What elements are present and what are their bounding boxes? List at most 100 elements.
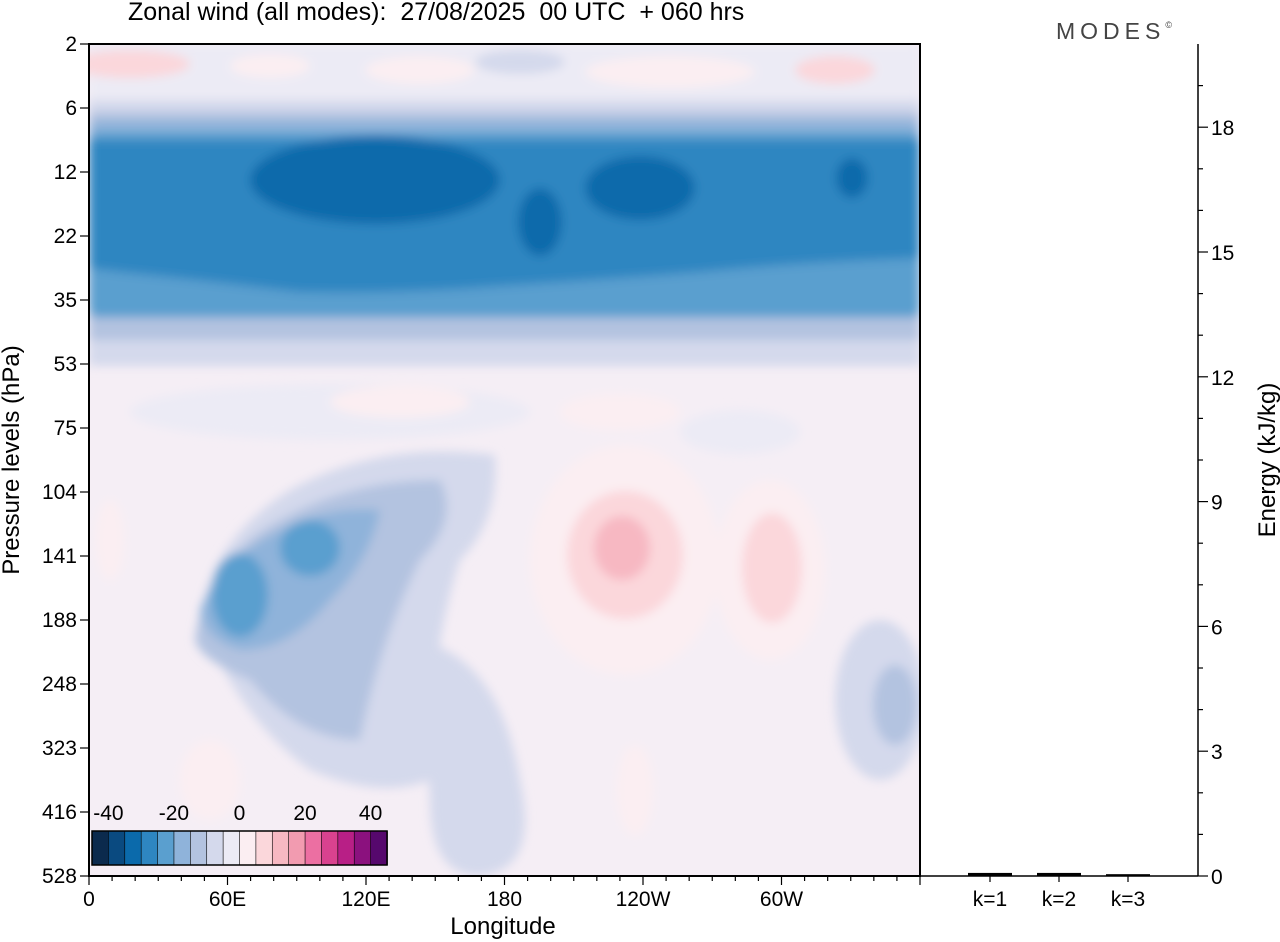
energy-tick-label: 15 xyxy=(1211,242,1234,265)
easterly-core-1 xyxy=(250,136,500,224)
mid-westerly-patch-2 xyxy=(560,394,680,430)
y-tick-label: 22 xyxy=(54,225,77,248)
logo-text: MODES xyxy=(1056,18,1166,44)
colorbar-tick-label: 20 xyxy=(293,802,316,825)
y-tick-label: 12 xyxy=(54,161,77,184)
energy-bar xyxy=(1037,872,1081,876)
trop-easterly-core-1 xyxy=(212,553,268,637)
mid-neutral-band xyxy=(130,384,530,440)
upper-westerly-patch-4 xyxy=(585,56,755,88)
y-tick-label: 248 xyxy=(42,673,77,696)
colorbar-swatch xyxy=(108,830,126,866)
pressure-axis: 2 6 12 22 35 53 75 104 141 188 248 323 416 528 xyxy=(42,33,89,888)
colorbar-swatch xyxy=(239,830,257,866)
colorbar-swatch xyxy=(190,830,208,866)
x-tick-label: 0 xyxy=(83,888,95,911)
x-tick-label: 60W xyxy=(760,888,803,911)
trop-easterly-east-core xyxy=(873,665,917,745)
energy-bar xyxy=(968,872,1012,876)
colorbar-swatch xyxy=(321,830,339,866)
easterly-core-5 xyxy=(100,155,160,195)
x-axis-title: Longitude xyxy=(450,913,555,940)
colorbar-swatch xyxy=(206,830,224,866)
trop-easterly-tail xyxy=(420,640,525,876)
easterly-core-4 xyxy=(836,158,868,198)
y-tick-label: 188 xyxy=(42,609,77,632)
y-tick-label: 323 xyxy=(42,737,77,760)
energy-bar xyxy=(1106,874,1150,876)
logo-mark: © xyxy=(1165,20,1172,30)
y-tick-label: 75 xyxy=(54,417,77,440)
trop-westerly-core xyxy=(594,516,650,580)
y-axis-title: Pressure levels (hPa) xyxy=(0,345,25,574)
x-tick-label: 180 xyxy=(487,888,522,911)
trop-westerly-secondary-core xyxy=(742,513,802,623)
colorbar-swatch xyxy=(353,830,372,866)
energy-tick-label: 18 xyxy=(1211,117,1234,140)
x-tick-label: 120E xyxy=(341,888,390,911)
longitude-axis: 0 60E 120E 180 120W 60W xyxy=(83,876,921,911)
colorbar-swatch xyxy=(140,830,159,866)
mode-label: k=3 xyxy=(1111,888,1145,911)
y-tick-label: 35 xyxy=(54,289,77,312)
y-tick-label: 528 xyxy=(42,865,77,888)
colorbar-swatch xyxy=(173,830,192,866)
y-tick-label: 2 xyxy=(65,33,77,56)
colorbar-swatch xyxy=(124,830,142,866)
energy-tick-label: 0 xyxy=(1211,866,1223,889)
colorbar-swatch xyxy=(255,830,274,866)
colorbar-swatch xyxy=(337,830,356,866)
upper-westerly-patch-1 xyxy=(89,50,190,78)
mode-label: k=1 xyxy=(973,888,1007,911)
y-tick-label: 416 xyxy=(42,801,77,824)
wind-heatmap xyxy=(89,44,920,876)
colorbar: -40 -20 0 20 40 xyxy=(91,802,388,866)
west-edge-westerly-patch xyxy=(96,500,124,580)
mode-label: k=2 xyxy=(1042,888,1076,911)
colorbar-swatch xyxy=(304,830,323,866)
colorbar-swatch xyxy=(157,830,175,866)
energy-tick-label: 3 xyxy=(1211,741,1223,764)
colorbar-swatches xyxy=(91,830,388,866)
y-tick-label: 141 xyxy=(42,545,77,568)
mid-neutral-patch xyxy=(680,410,800,454)
colorbar-tick-label: -40 xyxy=(93,802,123,825)
colorbar-labels: -40 -20 0 20 40 xyxy=(93,802,382,825)
energy-axis-title: Energy (kJ/kg) xyxy=(1254,383,1280,538)
modes-logo: MODES© xyxy=(1056,18,1172,45)
colorbar-tick-label: 40 xyxy=(359,802,382,825)
trop-easterly-core-2 xyxy=(280,520,340,576)
colorbar-tick-label: -20 xyxy=(159,802,189,825)
upper-westerly-patch-3 xyxy=(365,56,475,84)
energy-bar-chart: k=1 k=2 k=3 0 3 6 9 12 15 18 Energy (kJ/kg) xyxy=(920,44,1280,911)
y-tick-label: 104 xyxy=(42,481,77,504)
colorbar-swatch xyxy=(370,830,388,866)
colorbar-frame xyxy=(91,830,388,866)
upper-westerly-patch-2 xyxy=(230,54,310,78)
energy-tick-label: 6 xyxy=(1211,616,1223,639)
easterly-core-3 xyxy=(518,188,562,256)
colorbar-swatch xyxy=(288,830,306,866)
energy-tick-label: 12 xyxy=(1211,367,1234,390)
colorbar-tick-label: 0 xyxy=(234,802,246,825)
energy-axis: 0 3 6 9 12 15 18 xyxy=(1198,84,1234,889)
y-tick-label: 53 xyxy=(54,353,77,376)
energy-bars xyxy=(968,872,1150,876)
ring-lower-2 xyxy=(89,340,920,366)
chart-title: Zonal wind (all modes): 27/08/2025 00 UT… xyxy=(128,0,745,26)
easterly-core-2 xyxy=(585,156,695,220)
upper-easterly-patch xyxy=(475,50,565,74)
upper-westerly-patch-5 xyxy=(795,56,875,84)
y-tick-label: 6 xyxy=(65,97,77,120)
x-tick-label: 120W xyxy=(616,888,671,911)
colorbar-swatch xyxy=(222,830,241,866)
colorbar-swatch xyxy=(271,830,290,866)
energy-tick-label: 9 xyxy=(1211,492,1223,515)
colorbar-swatch xyxy=(91,830,110,866)
x-tick-label: 60E xyxy=(209,888,246,911)
mode-labels: k=1 k=2 k=3 xyxy=(973,876,1145,911)
low-westerly-patch-west xyxy=(180,740,240,820)
low-westerly-patch xyxy=(617,745,653,835)
mid-westerly-patch-1 xyxy=(330,386,470,418)
